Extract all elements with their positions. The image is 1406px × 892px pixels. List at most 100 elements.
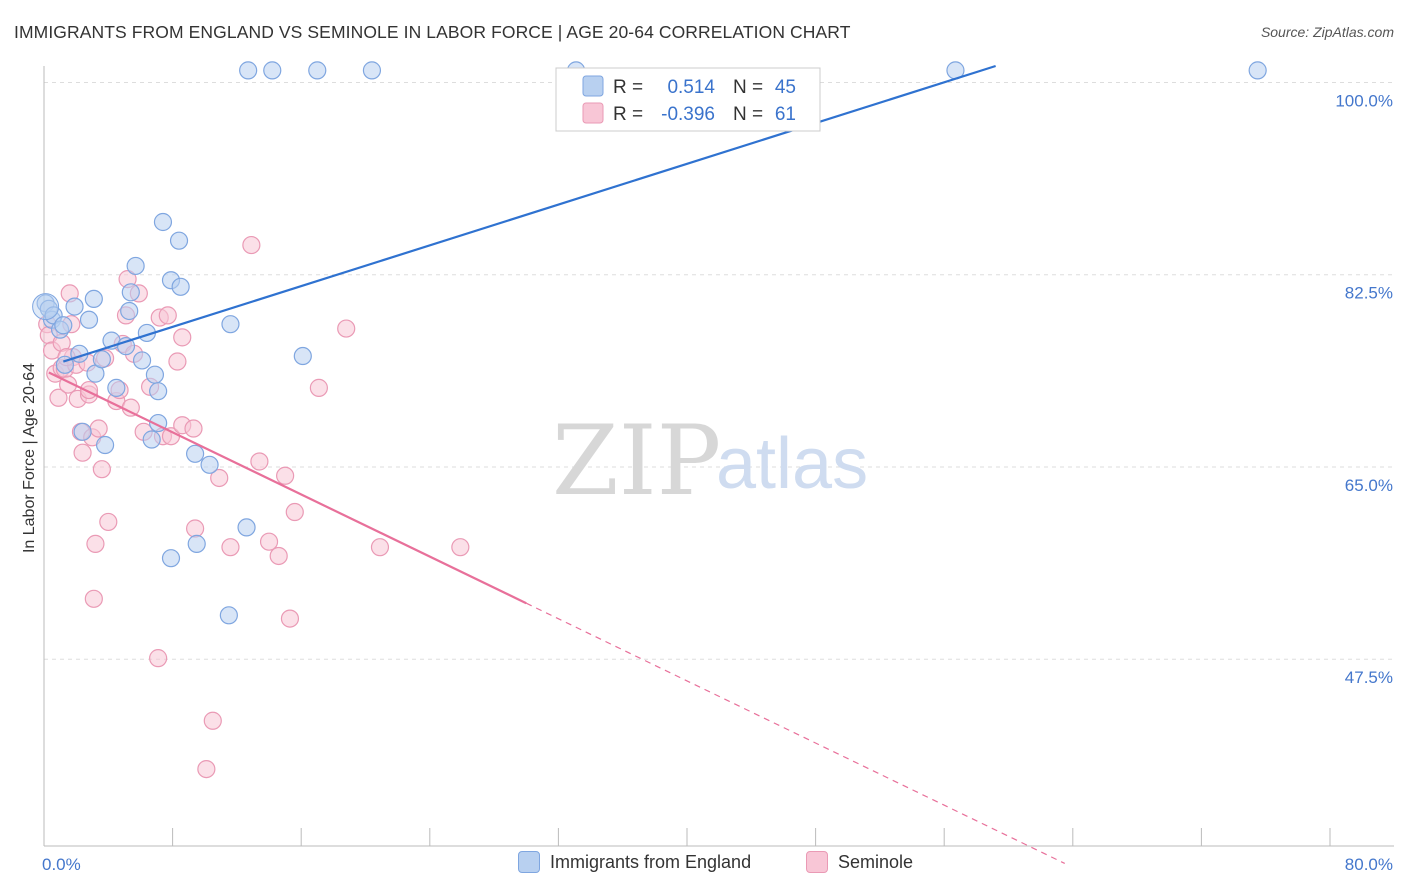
- y-tick-label: 100.0%: [1335, 91, 1393, 110]
- y-tick-label: 47.5%: [1345, 668, 1393, 687]
- x-tick-label-min: 0.0%: [42, 855, 81, 874]
- seminole-point: [370, 538, 390, 557]
- england-point: [239, 61, 258, 80]
- england-points: [32, 61, 1267, 625]
- seminole-point: [73, 443, 92, 462]
- legend-label-seminole: Seminole: [838, 851, 914, 872]
- legend-item-seminole: Seminole: [806, 851, 913, 873]
- seminole-trend-extension: [525, 602, 1066, 864]
- legend-r-value-2: -0.396: [661, 104, 715, 125]
- england-point: [32, 293, 60, 321]
- legend-n-value-1: 45: [775, 77, 796, 98]
- england-point: [186, 444, 205, 463]
- england-point: [293, 346, 312, 366]
- seminole-point: [89, 419, 108, 438]
- y-tick-label: 65.0%: [1345, 476, 1393, 495]
- watermark-atlas: atlas: [716, 424, 868, 504]
- seminole-point: [242, 235, 261, 255]
- y-tick-labels: 100.0% 82.5% 65.0% 47.5%: [1335, 91, 1393, 687]
- x-tick-labels: 0.0% 80.0%: [42, 855, 1393, 874]
- england-point: [1248, 61, 1267, 80]
- england-point: [237, 518, 256, 537]
- england-point: [145, 365, 165, 384]
- england-point: [149, 382, 168, 401]
- seminole-point: [250, 452, 269, 471]
- england-point: [126, 256, 145, 276]
- axes: [43, 66, 1394, 847]
- seminole-trend-line: [48, 371, 527, 605]
- seminole-point: [280, 609, 300, 628]
- legend-n-value-2: 61: [775, 104, 796, 125]
- seminole-point: [259, 532, 279, 551]
- seminole-point: [337, 319, 356, 338]
- seminole-point: [269, 546, 288, 566]
- england-trend-line: [62, 64, 996, 363]
- seminole-point: [121, 398, 140, 417]
- chart-title: IMMIGRANTS FROM ENGLAND VS SEMINOLE IN L…: [14, 22, 851, 42]
- legend-r-value-1: 0.514: [667, 77, 715, 98]
- bottom-legend: Immigrants from England Seminole: [0, 851, 1406, 879]
- england-point: [79, 310, 99, 329]
- seminole-point: [86, 534, 105, 553]
- seminole-point: [99, 512, 118, 532]
- england-point: [263, 61, 282, 80]
- england-point: [200, 455, 219, 474]
- legend-label-england: Immigrants from England: [550, 851, 752, 872]
- legend-item-england: Immigrants from England: [518, 851, 751, 873]
- seminole-point: [221, 538, 240, 557]
- legend-swatch-england: [582, 75, 604, 97]
- legend-box: R = 0.514 N = 45 R = -0.396 N = 61: [555, 67, 821, 132]
- seminole-point: [49, 388, 68, 407]
- england-point: [221, 315, 240, 334]
- seminole-point: [168, 352, 187, 371]
- legend-swatch-england-bottom: [518, 851, 540, 873]
- watermark-zip: ZIP: [552, 405, 721, 517]
- legend-n-label-1: N =: [733, 77, 763, 98]
- england-point: [120, 301, 139, 321]
- seminole-point: [184, 419, 203, 438]
- seminole-point: [210, 468, 229, 488]
- legend-swatch-seminole-bottom: [806, 851, 828, 873]
- seminole-point: [276, 466, 295, 485]
- england-point: [142, 430, 161, 449]
- seminole-point: [285, 502, 304, 522]
- legend-r-label-2: R =: [613, 104, 643, 125]
- x-tick-label-max: 80.0%: [1345, 855, 1393, 874]
- seminole-point: [186, 519, 205, 538]
- england-point: [84, 289, 103, 309]
- england-point: [132, 351, 152, 370]
- seminole-point: [197, 759, 216, 779]
- england-point: [65, 297, 84, 316]
- seminole-point: [309, 378, 328, 397]
- seminole-point: [451, 538, 470, 557]
- source-credit: Source: ZipAtlas.com: [1260, 24, 1394, 40]
- gridlines: [44, 81, 1394, 660]
- england-point: [161, 549, 181, 568]
- england-point: [219, 606, 238, 625]
- england-point: [107, 378, 126, 397]
- england-point: [362, 61, 382, 80]
- england-point: [92, 350, 111, 369]
- seminole-point: [84, 589, 103, 608]
- trend-lines: [48, 64, 1066, 864]
- england-point: [95, 435, 115, 455]
- seminole-point: [173, 328, 192, 347]
- legend-swatch-seminole: [582, 102, 604, 124]
- seminole-point: [92, 460, 111, 479]
- england-point: [169, 231, 189, 250]
- y-tick-label: 82.5%: [1345, 284, 1393, 303]
- seminole-point: [149, 649, 168, 668]
- legend-r-label-1: R =: [613, 77, 643, 98]
- england-point: [54, 316, 73, 335]
- england-point: [171, 277, 190, 296]
- england-point: [308, 61, 327, 80]
- seminole-point: [203, 711, 222, 730]
- legend-n-label-2: N =: [733, 104, 763, 125]
- y-axis-label: In Labor Force | Age 20-64: [21, 363, 38, 553]
- england-point: [73, 422, 92, 441]
- seminole-points: [38, 235, 470, 779]
- england-point: [153, 212, 173, 232]
- seminole-point: [158, 306, 177, 325]
- england-point: [187, 534, 206, 553]
